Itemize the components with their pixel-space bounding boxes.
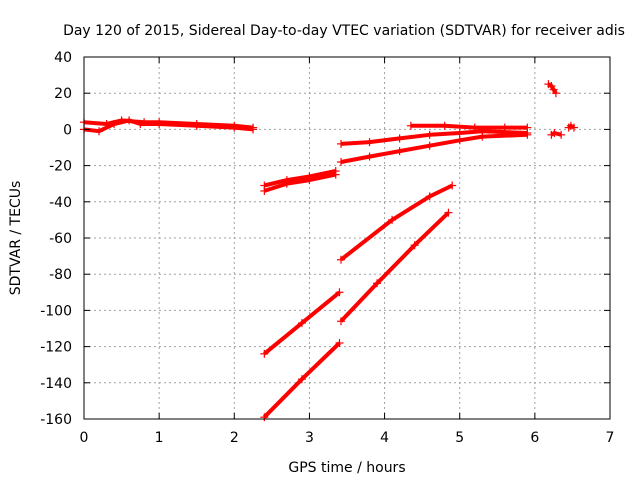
data-point [136,119,145,128]
x-tick-label: 2 [230,430,239,446]
data-point [455,136,464,145]
data-point [336,157,345,166]
y-tick-label: 40 [54,50,72,66]
data-point [523,130,532,139]
series-trace-sat-k [339,211,450,323]
x-tick-label: 3 [305,430,314,446]
y-tick-label: -20 [49,159,72,175]
y-tick-label: -80 [49,267,72,283]
data-point [523,123,532,132]
data-point [569,123,578,132]
data-point [331,170,340,179]
series-trace-sat-d [263,172,337,193]
x-tick-label: 0 [80,430,89,446]
data-point [336,255,345,264]
y-tick-label: 20 [54,86,72,102]
x-tick-label: 6 [530,430,539,446]
x-tick-label: 4 [380,430,389,446]
series-trace-sat-c [263,169,337,188]
data-point [373,279,382,288]
y-axis-label: SDTVAR / TECUs [8,181,24,296]
data-point [336,139,345,148]
data-point [260,186,269,195]
tick-layer: 0 1 2 3 4 5 6 7 -160 -140 -120 -100 -80 -60 -40 -20 0 20 4… [40,50,614,446]
data-point [192,121,201,130]
data-point [260,349,269,358]
x-tick-label: 1 [155,430,164,446]
data-point [455,129,464,138]
grid-layer [84,57,610,419]
series-trace-sat-l [547,82,558,95]
y-tick-label: -60 [49,231,72,247]
data-point [335,288,344,297]
data-point [444,208,453,217]
y-tick-label: -40 [49,195,72,211]
data-point [406,121,415,130]
y-tick-label: 0 [63,122,72,138]
data-point [155,119,164,128]
x-axis-label: GPS time / hours [288,460,405,476]
series-trace-sat-g [410,123,528,130]
data-point [557,130,566,139]
data-layer [80,80,578,422]
data-point [297,375,306,384]
data-point [336,317,345,326]
data-point [448,181,457,190]
data-point [440,121,449,130]
x-tick-label: 7 [606,430,615,446]
data-point [95,127,104,136]
x-tick-label: 5 [455,430,464,446]
data-point [365,152,374,161]
data-point [282,179,291,188]
data-point [260,413,269,422]
data-point [500,123,509,132]
y-tick-label: -160 [40,412,72,428]
data-point [410,241,419,250]
data-point [125,116,134,125]
data-point [470,123,479,132]
data-point [550,129,559,138]
data-point [425,141,434,150]
data-point [365,138,374,147]
series-trace-sat-j [339,183,454,262]
data-point [335,338,344,347]
data-point [395,134,404,143]
chart-title: Day 120 of 2015, Sidereal Day-to-day VTE… [63,23,625,39]
data-point [110,119,119,128]
data-point [230,123,239,132]
y-tick-label: -100 [40,303,72,319]
data-point [388,215,397,224]
y-tick-label: -140 [40,376,72,392]
data-point [305,176,314,185]
data-point [395,147,404,156]
y-tick-label: -120 [40,340,72,356]
data-point [551,89,560,98]
data-point [425,130,434,139]
data-point [425,192,434,201]
data-point [249,125,258,134]
data-point [297,319,306,328]
data-point [478,132,487,141]
